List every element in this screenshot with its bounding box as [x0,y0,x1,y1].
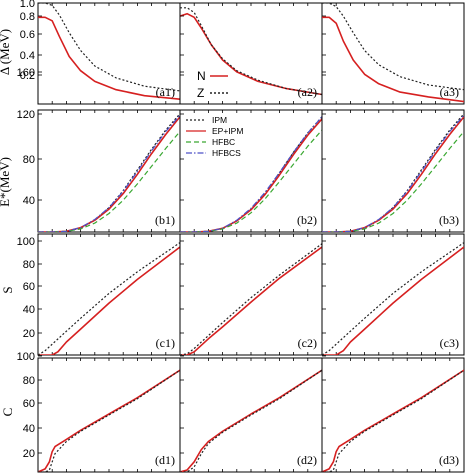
panel-c2: (c2) [179,233,323,356]
series-line-z [322,3,464,91]
series-line-hfbcs [38,114,180,232]
panels-layer: (a1) 0.2 0.4 0.6 0.81.0 Δ (MeV) (a2) (a3) (b1) 40… [0,0,465,473]
panel-label: (b1) [155,213,175,227]
panel-a3: (a3) [321,2,465,105]
y-tick-label: 60 [23,281,35,293]
y-axis-label: S [0,286,15,293]
y-tick-label: 100 [17,351,35,363]
y-tick-label: 0.8 [20,11,35,23]
series-line-ep-ipm [322,246,464,355]
panel-label: (d3) [439,453,459,467]
panel-c1: (c1) 20 40 60 80 100 S [0,233,181,356]
y-tick-label: 60 [23,398,35,410]
legend-label-hfbcs: HFBCS [212,148,241,158]
legend-label-hfbc: HFBC [212,137,235,147]
series-line-ep-ipm [180,246,322,355]
y-axis-label: E*(MeV) [0,157,12,207]
legend-a: NZ [197,69,228,100]
legend-label-z: Z [197,86,204,100]
y-tick-label: 0.2 [20,70,35,82]
series-line-ipm [322,242,464,355]
y-tick-label: 120 [17,109,35,121]
panel-label: (d2) [297,453,317,467]
series-line-ipm [180,243,322,355]
panel-d3: (d3) [321,355,465,473]
panel-b1: (b1) 40 80 120 160 E*(MeV) [0,67,181,233]
panel-label: (b3) [439,213,459,227]
series-line-hfbcs [322,114,464,232]
panel-c3: (c3) [321,233,465,356]
y-tick-label: 1.0 [20,0,35,10]
y-tick-label: 80 [23,375,35,387]
y-axis-label: C [0,408,15,417]
series-line-ep-ipm [322,369,464,472]
panel-a1: (a1) 0.2 0.4 0.6 0.81.0 Δ (MeV) [0,0,181,105]
y-tick-label: 40 [23,195,35,207]
series-line-z [180,7,322,96]
panel-label: (b2) [297,213,317,227]
series-line-hfbc [180,129,322,232]
panel-b2: (b2) [179,71,323,233]
y-tick-label: 80 [23,259,35,271]
y-tick-label: 20 [23,448,35,460]
legend-label-ipm: IPM [212,115,227,125]
y-tick-label: 160 [17,67,35,79]
series-line-ipm [38,242,180,355]
panel-label: (d1) [155,453,175,467]
panel-label: (a2) [298,85,317,99]
legend-label-ep-ipm: EP+IPM [212,126,243,136]
panel-label: (c1) [156,336,175,350]
y-tick-label: 0.4 [20,50,35,62]
panel-label: (c2) [298,336,317,350]
series-line-ipm [38,369,180,472]
panel-d1: (d1) 20 40 60 80 100 C [0,351,181,473]
legend-label-n: N [197,69,206,83]
series-line-ipm [180,369,322,472]
series-line-ep-ipm [38,246,180,355]
series-line-ipm [322,369,464,472]
series-line-z [38,3,180,92]
series-line-ep-ipm [180,369,322,472]
y-axis-label: Δ (MeV) [0,29,12,75]
panel-label: (a1) [156,85,175,99]
series-line-hfbc [322,131,464,232]
panel-b3: (b3) [321,71,465,233]
panel-label: (c3) [440,336,459,350]
y-tick-label: 40 [23,304,35,316]
y-tick-label: 40 [23,423,35,435]
y-tick-label: 20 [23,328,35,340]
series-line-hfbcs [180,116,322,232]
series-line-n [38,16,180,100]
series-line-ep-ipm [38,369,180,472]
panel-d2: (d2) [179,355,323,473]
series-line-hfbc [38,131,180,232]
series-line-n [322,16,464,103]
y-tick-label: 80 [23,154,35,166]
y-tick-label: 0.6 [20,29,35,41]
panel-label: (a3) [440,85,459,99]
y-tick-label: 100 [17,236,35,248]
